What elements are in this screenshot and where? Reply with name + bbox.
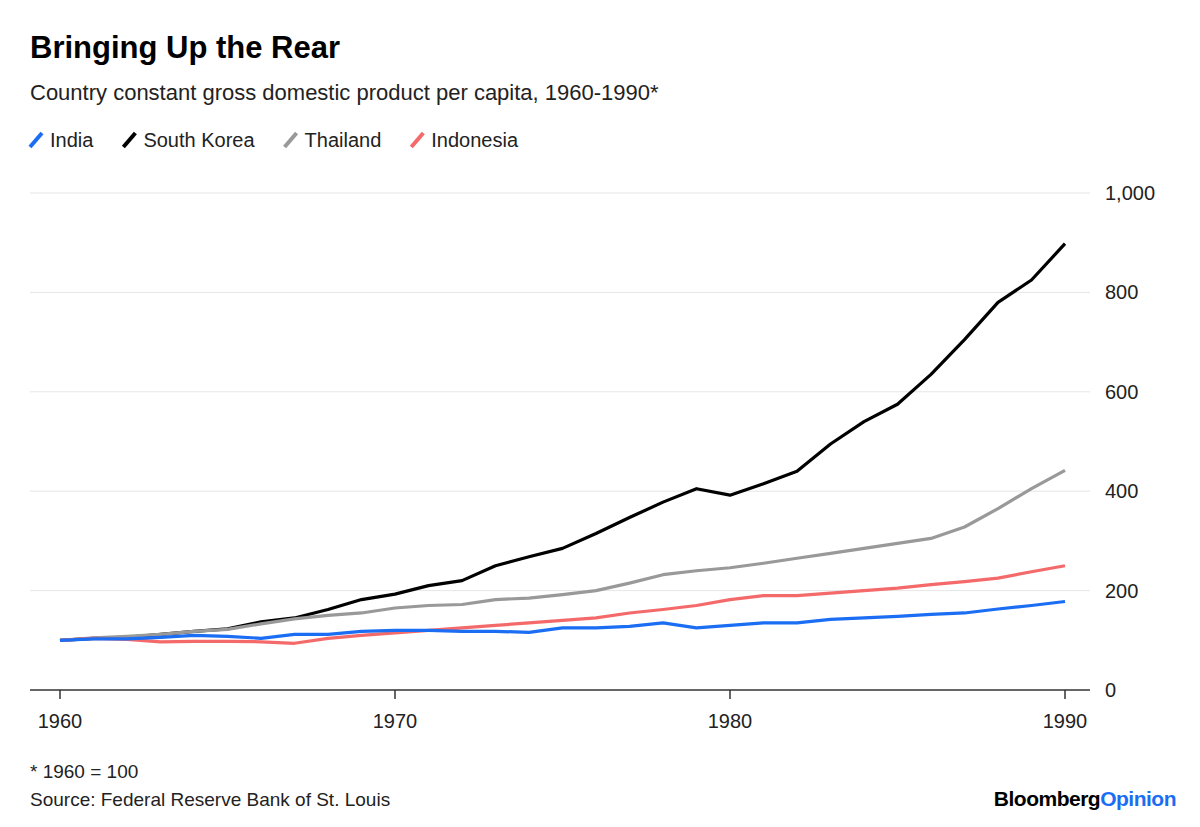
y-tick-label: 1,000	[1105, 182, 1155, 204]
grid-line	[30, 292, 1090, 293]
plot-area	[60, 244, 1065, 644]
x-tick-label: 1980	[708, 710, 753, 732]
legend-swatch	[285, 133, 297, 147]
series-line	[60, 470, 1065, 640]
title: Bringing Up the Rear	[30, 30, 340, 65]
x-tick-label: 1960	[38, 710, 83, 732]
legend-swatch	[30, 133, 42, 147]
chart: Bringing Up the Rear Country constant gro…	[0, 0, 1200, 827]
x-tick	[729, 690, 731, 699]
x-tick-label: 1970	[373, 710, 418, 732]
legend-label: Thailand	[305, 129, 382, 151]
grid-line	[30, 193, 1090, 194]
y-tick-label: 400	[1105, 480, 1138, 502]
series-line	[60, 566, 1065, 644]
x-tick-label: 1990	[1043, 710, 1088, 732]
series-line	[60, 602, 1065, 641]
brand: BloombergOpinion	[994, 787, 1176, 810]
y-tick-label: 600	[1105, 381, 1138, 403]
x-tick	[394, 690, 396, 699]
legend-label: India	[50, 129, 94, 151]
series-line	[60, 244, 1065, 641]
legend-swatch	[123, 133, 135, 147]
x-tick	[59, 690, 61, 699]
grid-line	[30, 491, 1090, 492]
footnote: * 1960 = 100	[30, 761, 138, 782]
legend-label: South Korea	[143, 129, 255, 151]
source: Source: Federal Reserve Bank of St. Loui…	[30, 789, 390, 810]
subtitle: Country constant gross domestic product …	[30, 80, 659, 105]
y-tick-label: 0	[1105, 679, 1116, 701]
brand-accent: Opinion	[1100, 787, 1176, 810]
x-tick	[1064, 690, 1066, 699]
y-tick-label: 200	[1105, 580, 1138, 602]
grid-line	[30, 590, 1090, 591]
brand-main: Bloomberg	[994, 787, 1100, 810]
baseline	[30, 689, 1090, 691]
legend-swatch	[411, 133, 423, 147]
grid-line	[30, 391, 1090, 392]
y-tick-label: 800	[1105, 281, 1138, 303]
legend-label: Indonesia	[431, 129, 519, 151]
